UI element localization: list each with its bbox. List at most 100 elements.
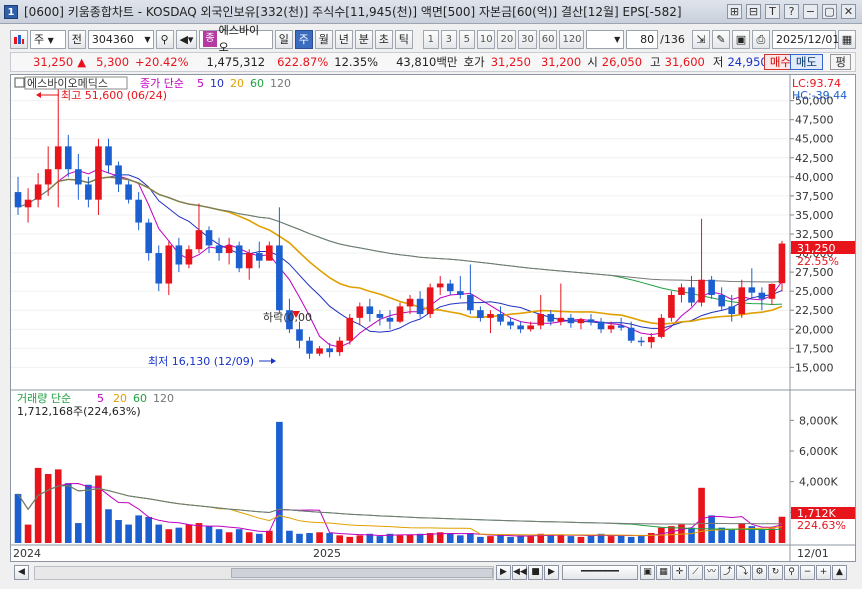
candle-body — [547, 314, 555, 322]
legend-box-icon[interactable] — [14, 77, 25, 88]
calendar-icon[interactable]: ▦ — [837, 29, 856, 49]
search-icon[interactable]: ⚲ — [155, 29, 174, 49]
crosshair-icon[interactable]: ✛ — [672, 565, 687, 580]
rewind-button[interactable]: ◀◀ — [512, 565, 527, 580]
low-arrowhead-icon — [271, 358, 276, 364]
y-tick-label: 35,000 — [795, 209, 834, 222]
volume-bar — [135, 515, 142, 543]
scroll-right-button[interactable]: ▶ — [496, 565, 511, 580]
refresh-icon[interactable]: ↻ — [768, 565, 783, 580]
volume-bar — [85, 484, 92, 543]
chart-up-icon[interactable]: ⤴ — [720, 565, 735, 580]
play-button[interactable]: ▶ — [544, 565, 559, 580]
candle-body — [517, 325, 524, 330]
code-input[interactable]: 304360 ▼ — [87, 29, 154, 49]
candle-body — [286, 310, 293, 330]
slider-icon[interactable]: ━━━━━━━ — [562, 565, 638, 580]
candle-body — [105, 146, 112, 166]
period-minute[interactable]: 분 — [354, 29, 373, 49]
candle-body — [145, 222, 153, 254]
interval-30[interactable]: 30 — [518, 29, 537, 49]
period-day[interactable]: 일 — [274, 29, 293, 49]
maximize-button[interactable]: ▢ — [822, 4, 837, 19]
candle-body — [507, 321, 514, 326]
volume-bar — [24, 524, 32, 543]
stock-name: 에스바이오 — [218, 24, 260, 54]
minimize-button[interactable]: − — [803, 4, 818, 19]
period-second[interactable]: 초 — [374, 29, 393, 49]
period-month[interactable]: 월 — [314, 29, 333, 49]
period-year[interactable]: 년 — [334, 29, 353, 49]
x-label-2024: 2024 — [13, 547, 41, 560]
close-button[interactable]: ✕ — [841, 4, 856, 19]
stock-name-field[interactable]: 종 에스바이오 — [199, 24, 273, 54]
eval-button[interactable]: 평 — [830, 54, 851, 70]
jeon-button[interactable]: 전 — [67, 29, 86, 49]
interval-20[interactable]: 20 — [497, 29, 517, 49]
interval-3[interactable]: 3 — [440, 29, 457, 49]
candle-body — [356, 306, 364, 318]
volume-bar — [44, 474, 52, 543]
interval-1[interactable]: 1 — [422, 29, 439, 49]
chart-down-icon[interactable]: ⤵ — [736, 565, 751, 580]
candle-body — [708, 279, 715, 295]
print-icon[interactable]: ⎙ — [751, 29, 770, 49]
interval-60[interactable]: 60 — [538, 29, 558, 49]
zoom-out-button[interactable]: − — [800, 565, 815, 580]
horizontal-scrollbar[interactable] — [34, 566, 494, 580]
chart-type-icon[interactable] — [10, 29, 28, 49]
save-icon[interactable]: ▣ — [731, 29, 750, 49]
candle-body — [396, 306, 404, 322]
tools-icon[interactable]: ✎ — [711, 29, 730, 49]
chevron-down-icon[interactable]: ▼ — [144, 34, 151, 44]
lock-icon[interactable]: ▣ — [640, 565, 655, 580]
volume-bar — [14, 493, 22, 543]
interval-5[interactable]: 5 — [458, 29, 475, 49]
volume-bar — [34, 467, 42, 543]
candle-body — [436, 283, 444, 288]
volume-bar — [346, 536, 354, 543]
candle-body — [597, 321, 605, 330]
interval-10[interactable]: 10 — [476, 29, 496, 49]
chart-toolbar: 주 ▼ 전 304360 ▼ ⚲ ◀▾ 종 에스바이오 일 주 월 년 분 초 틱… — [10, 24, 856, 54]
interval-custom-select[interactable]: ▼ — [586, 29, 625, 49]
ma-10: 10 — [210, 77, 224, 90]
period-tick[interactable]: 틱 — [394, 29, 413, 49]
trend-icon[interactable]: ⟋ — [688, 565, 703, 580]
zoom-in-button[interactable]: + — [816, 565, 831, 580]
candle-body — [658, 317, 665, 337]
date-input[interactable]: 2025/12/01 — [771, 29, 839, 49]
search-icon[interactable]: ⚲ — [784, 565, 799, 580]
grid-icon[interactable]: ▦ — [656, 565, 671, 580]
volume-bar — [155, 524, 163, 543]
chart-area[interactable]: 50,000 47,500 45,000 42,500 40,000 37,500 35,0… — [10, 74, 856, 562]
count-input[interactable]: 80 — [626, 29, 659, 49]
y-tick-label: 47,500 — [795, 114, 834, 127]
volume-bar — [115, 520, 122, 543]
scroll-thumb[interactable] — [231, 568, 493, 578]
candle-body — [306, 340, 313, 354]
stop-button[interactable]: ■ — [528, 565, 543, 580]
text-icon[interactable]: T — [765, 4, 780, 19]
wave-icon[interactable]: 〰 — [704, 565, 719, 580]
interval-120[interactable]: 120 — [559, 29, 585, 49]
restore-split-icon[interactable]: ⊟ — [746, 4, 761, 19]
volume-bar — [718, 527, 725, 543]
speaker-icon[interactable]: ◀▾ — [175, 29, 198, 49]
layout-icon[interactable]: ⊞ — [727, 4, 742, 19]
scroll-left-button[interactable]: ◀ — [14, 565, 29, 580]
y-tick-label: 17,500 — [795, 342, 834, 355]
stock-chart[interactable]: 50,000 47,500 45,000 42,500 40,000 37,500 35,0… — [11, 75, 855, 561]
volume-pct: 622.87% — [277, 55, 329, 69]
volume-averages — [17, 482, 783, 537]
candle-body — [316, 348, 323, 354]
candle-body — [115, 165, 122, 185]
zoom-icon[interactable]: ⇲ — [691, 29, 710, 49]
period-week[interactable]: 주 — [294, 29, 313, 49]
settings-icon[interactable]: ⚙ — [752, 565, 767, 580]
sell-button[interactable]: 매도 — [789, 54, 823, 70]
expand-icon[interactable]: ▲ — [832, 565, 847, 580]
ma-line-120 — [17, 176, 783, 283]
help-icon[interactable]: ? — [784, 4, 799, 19]
market-type-select[interactable]: 주 ▼ — [30, 29, 66, 49]
